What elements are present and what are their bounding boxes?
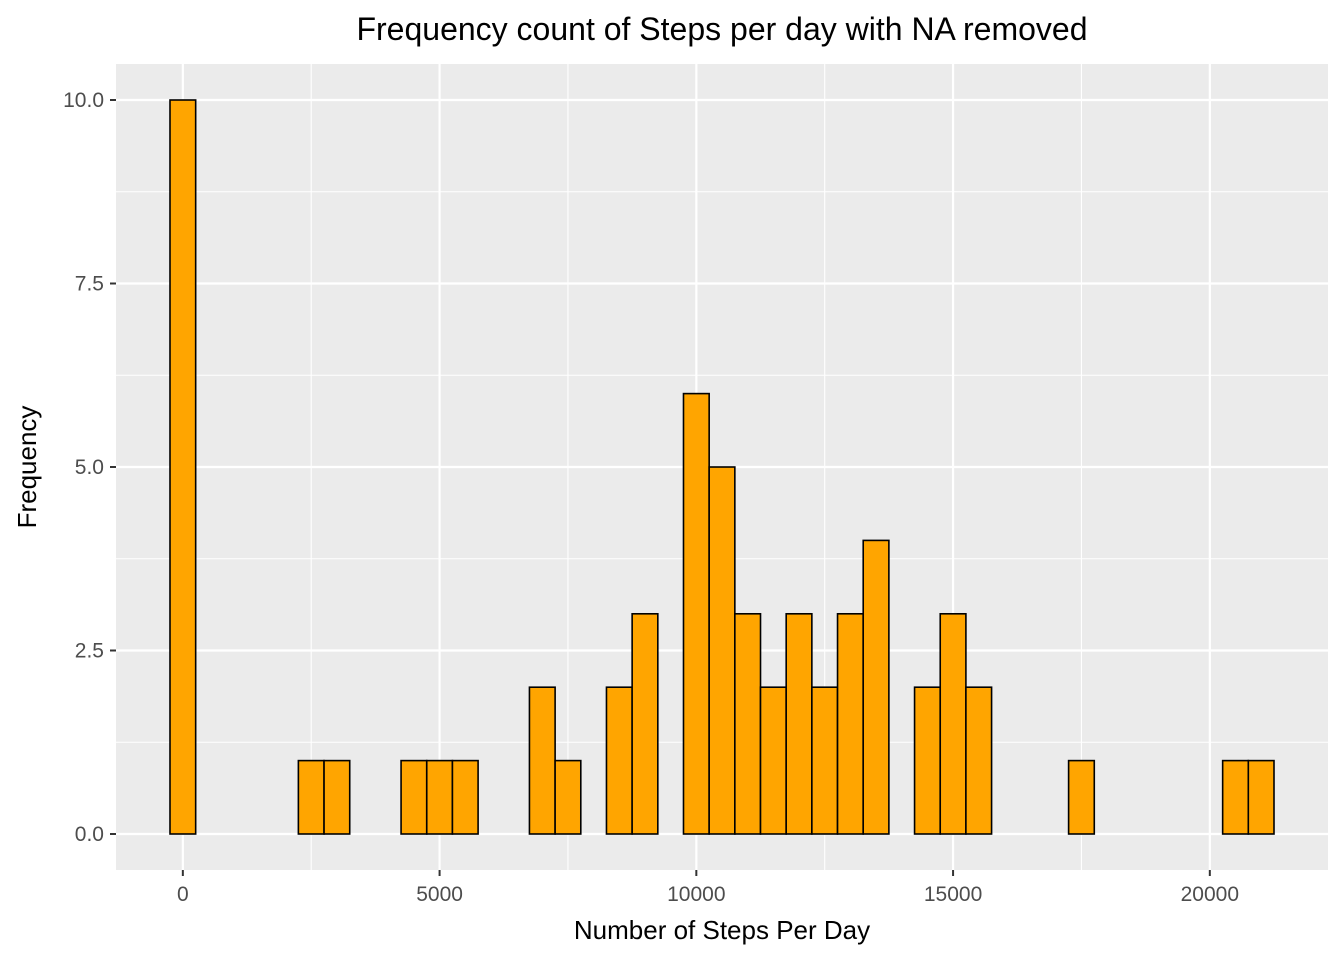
histogram-bar (1247, 759, 1275, 835)
histogram-bar (862, 539, 890, 835)
histogram-bar (554, 759, 582, 835)
histogram-bar (811, 686, 839, 835)
histogram-bar (297, 759, 325, 835)
histogram-bar (734, 612, 762, 835)
x-tick-label: 0 (177, 883, 189, 906)
histogram-bar (759, 686, 787, 835)
x-tick-label: 20000 (1181, 883, 1239, 906)
histogram-bar (708, 466, 736, 835)
histogram-bar (939, 612, 967, 835)
histogram-bar (682, 392, 710, 835)
histogram-bar (965, 686, 993, 835)
x-tick-label: 5000 (416, 883, 463, 906)
histogram-bar (836, 612, 865, 835)
histogram-bar (631, 612, 659, 835)
histogram-bar (1067, 759, 1096, 835)
histogram-bar (785, 612, 813, 835)
y-tick-label: 7.5 (75, 273, 104, 296)
bars (169, 99, 1275, 835)
chart-title: Frequency count of Steps per day with NA… (356, 11, 1087, 47)
histogram-bar (451, 759, 479, 835)
y-axis-title: Frequency (12, 406, 42, 529)
histogram-bar (1221, 759, 1250, 835)
y-tick-label: 10.0 (63, 89, 104, 112)
x-axis: 0 5000 10000 15000 20000 (177, 870, 1239, 906)
histogram-bar (400, 759, 428, 835)
y-tick-label: 5.0 (75, 456, 104, 479)
x-tick-label: 15000 (924, 883, 982, 906)
histogram-bar (605, 686, 633, 835)
histogram-bar (169, 99, 197, 835)
y-axis: 0.0 2.5 5.0 7.5 10.0 (63, 89, 116, 846)
histogram-bar (528, 686, 556, 835)
histogram-bar (913, 686, 942, 835)
histogram-bar (425, 759, 454, 835)
x-axis-title: Number of Steps Per Day (574, 915, 870, 945)
y-tick-label: 0.0 (75, 823, 104, 846)
histogram-bar (323, 759, 351, 835)
x-tick-label: 10000 (667, 883, 725, 906)
y-tick-label: 2.5 (75, 640, 104, 663)
